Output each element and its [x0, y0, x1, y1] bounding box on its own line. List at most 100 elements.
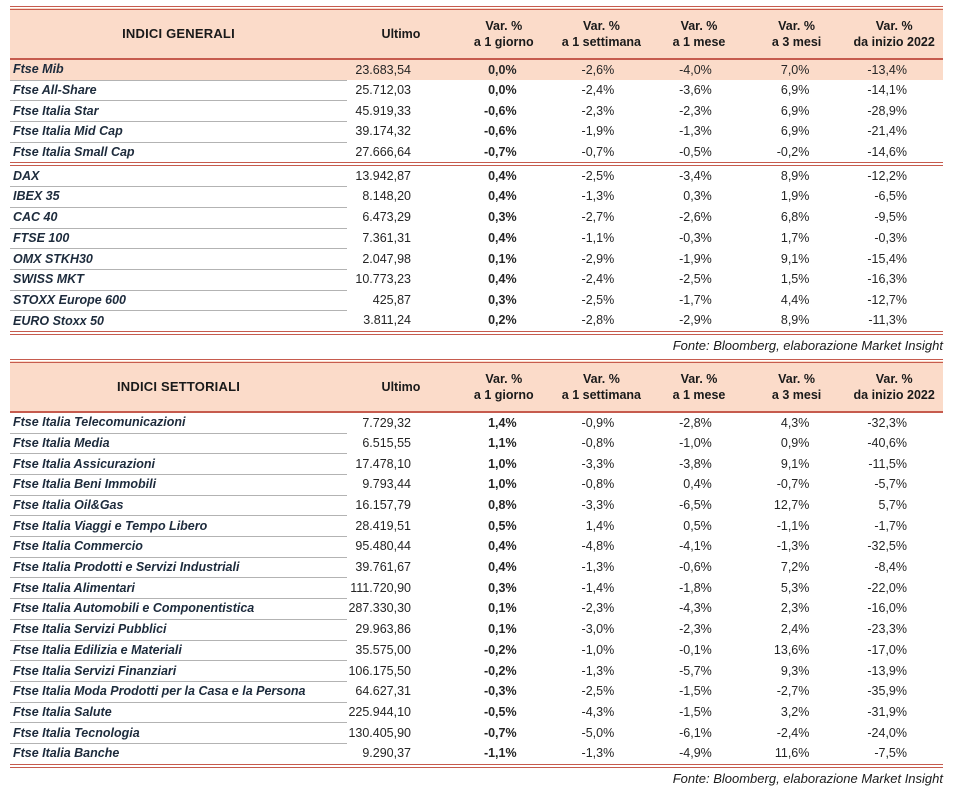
variation-value: -0,3%	[874, 230, 907, 245]
ultimo-value: 130.405,90	[348, 725, 411, 740]
variation-value: -1,3%	[581, 663, 615, 678]
variation-value: 8,9%	[780, 169, 810, 184]
variation-value: -6,5%	[679, 498, 712, 513]
variation-value: -1,1%	[581, 230, 615, 245]
variation-value: -1,5%	[679, 684, 712, 699]
variation-value: -5,0%	[581, 725, 615, 740]
variation-value: -0,7%	[455, 142, 553, 167]
variation-value: 0,3%	[488, 580, 517, 595]
variation-value: 5,7%	[878, 498, 908, 513]
ultimo-value: 29.963,86	[355, 622, 411, 637]
variation-value: -2,5%	[581, 292, 615, 307]
index-name: Ftse Italia Mid Cap	[10, 121, 347, 143]
variation-value: -3,8%	[679, 456, 712, 471]
variation-value: -16,3%	[867, 272, 907, 287]
variation-value: -0,3%	[483, 684, 517, 699]
ultimo-value: 16.157,79	[355, 498, 411, 513]
variation-value: -28,9%	[867, 103, 907, 118]
index-row: Ftse Italia Banche 9.290,37 -1,1% -1,3% -4,9…	[10, 743, 943, 767]
variation-value: -2,4%	[776, 725, 810, 740]
index-row: Ftse Italia Moda Prodotti per la Casa e …	[10, 681, 943, 703]
variation-value: 0,3%	[488, 210, 517, 225]
variation-value: 0,2%	[488, 313, 517, 328]
index-name: Ftse Italia Commercio	[10, 536, 347, 558]
variation-value: -0,6%	[483, 103, 517, 118]
variation-value: -0,8%	[581, 477, 615, 492]
ultimo-value: 39.761,67	[355, 560, 411, 575]
sector-header-row: INDICI SETTORIALI Ultimo Var. % a 1 giorno…	[10, 360, 943, 413]
variation-value: -2,9%	[679, 313, 712, 328]
variation-value: -1,3%	[581, 560, 615, 575]
index-name: CAC 40	[10, 207, 347, 229]
ultimo-value: 106.175,50	[348, 663, 411, 678]
variation-value: 8,9%	[780, 313, 810, 328]
index-name: IBEX 35	[10, 186, 347, 208]
ultimo-value: 39.174,32	[355, 124, 411, 139]
variation-value: -21,4%	[867, 124, 907, 139]
sector-col-header-1: Ultimo	[347, 360, 455, 413]
general-header-row: INDICI GENERALI Ultimo Var. % a 1 giorno Va…	[10, 8, 943, 60]
variation-value: -15,4%	[867, 251, 907, 266]
variation-value: -0,2%	[747, 142, 846, 167]
variation-value: -24,0%	[867, 725, 907, 740]
index-row: Ftse Italia Telecomunicazioni 7.729,32 1,4…	[10, 411, 943, 434]
variation-value: -12,7%	[867, 292, 907, 307]
general-table-body: Ftse Mib 23.683,54 0,0% -2,6% -4,0% 7,0% -13,4…	[10, 59, 943, 334]
variation-value: 0,4%	[488, 539, 517, 554]
index-name: Ftse Italia Tecnologia	[10, 722, 347, 744]
sector-table-title: INDICI SETTORIALI	[10, 360, 347, 413]
variation-value: -3,3%	[581, 456, 615, 471]
variation-value: 0,1%	[488, 622, 517, 637]
ultimo-value: 287.330,30	[348, 601, 411, 616]
variation-value: -2,3%	[679, 103, 712, 118]
col-header-line1: Var. %	[778, 371, 815, 386]
sector-col-header-3: Var. % a 1 settimana	[552, 360, 651, 413]
variation-value: -2,5%	[581, 684, 615, 699]
variation-value: 0,1%	[488, 251, 517, 266]
sector-col-header-4: Var. % a 1 mese	[650, 360, 748, 413]
index-name: Ftse Italia Viaggi e Tempo Libero	[10, 515, 347, 538]
variation-value: 9,3%	[780, 663, 810, 678]
variation-value: -2,8%	[581, 313, 615, 328]
index-name: Ftse Italia Small Cap	[10, 142, 347, 167]
variation-value: -31,9%	[867, 704, 907, 719]
variation-value: 13,6%	[773, 642, 810, 657]
variation-value: 0,0%	[455, 59, 553, 81]
general-source-note: Fonte: Bloomberg, elaborazione Market In…	[672, 337, 943, 353]
ultimo-value: 95.480,44	[355, 539, 411, 554]
general-col-header-2: Var. % a 1 giorno	[455, 8, 553, 60]
variation-value: -0,8%	[581, 435, 615, 450]
variation-value: 2,4%	[780, 622, 810, 637]
ultimo-value: 45.919,33	[355, 103, 411, 118]
variation-value: 0,5%	[488, 518, 517, 533]
variation-value: 0,9%	[780, 435, 810, 450]
variation-value: -1,1%	[776, 518, 810, 533]
col-header-line1: Ultimo	[381, 379, 421, 394]
variation-value: -12,2%	[867, 169, 907, 184]
col-header-line1: Ultimo	[381, 27, 421, 41]
variation-value: -8,4%	[874, 560, 907, 575]
variation-value: -4,3%	[581, 704, 615, 719]
sector-col-header-2: Var. % a 1 giorno	[455, 360, 553, 413]
variation-value: -14,1%	[867, 83, 907, 98]
index-row: Ftse Italia Edilizia e Materiali 35.575,0…	[10, 640, 943, 662]
col-header-line2: a 1 settimana	[561, 387, 641, 402]
col-header-line1: Var. %	[485, 371, 523, 386]
variation-value: -1,7%	[874, 518, 907, 533]
variation-value: -1,8%	[679, 580, 712, 595]
ultimo-value: 13.942,87	[355, 169, 411, 184]
index-name: Ftse Italia Servizi Pubblici	[10, 619, 347, 641]
variation-value: -4,8%	[581, 539, 615, 554]
index-name: Ftse Italia Alimentari	[10, 577, 347, 600]
index-row: Ftse Italia Small Cap 27.666,64 -0,7% -0,7%…	[10, 142, 943, 167]
variation-value: 0,0%	[488, 83, 517, 98]
index-name: EURO Stoxx 50	[10, 310, 347, 334]
variation-value: -35,9%	[867, 684, 907, 699]
variation-value: -5,7%	[679, 663, 712, 678]
sector-source-note: Fonte: Bloomberg, elaborazione Market In…	[672, 770, 943, 786]
variation-value: -23,3%	[867, 622, 907, 637]
variation-value: -2,8%	[679, 415, 712, 430]
sector-col-header-6: Var. % da inizio 2022	[845, 360, 943, 413]
index-row: FTSE 100 7.361,31 0,4% -1,1% -0,3% 1,7% -0,3%	[10, 228, 943, 250]
col-header-line1: Var. %	[582, 371, 620, 386]
